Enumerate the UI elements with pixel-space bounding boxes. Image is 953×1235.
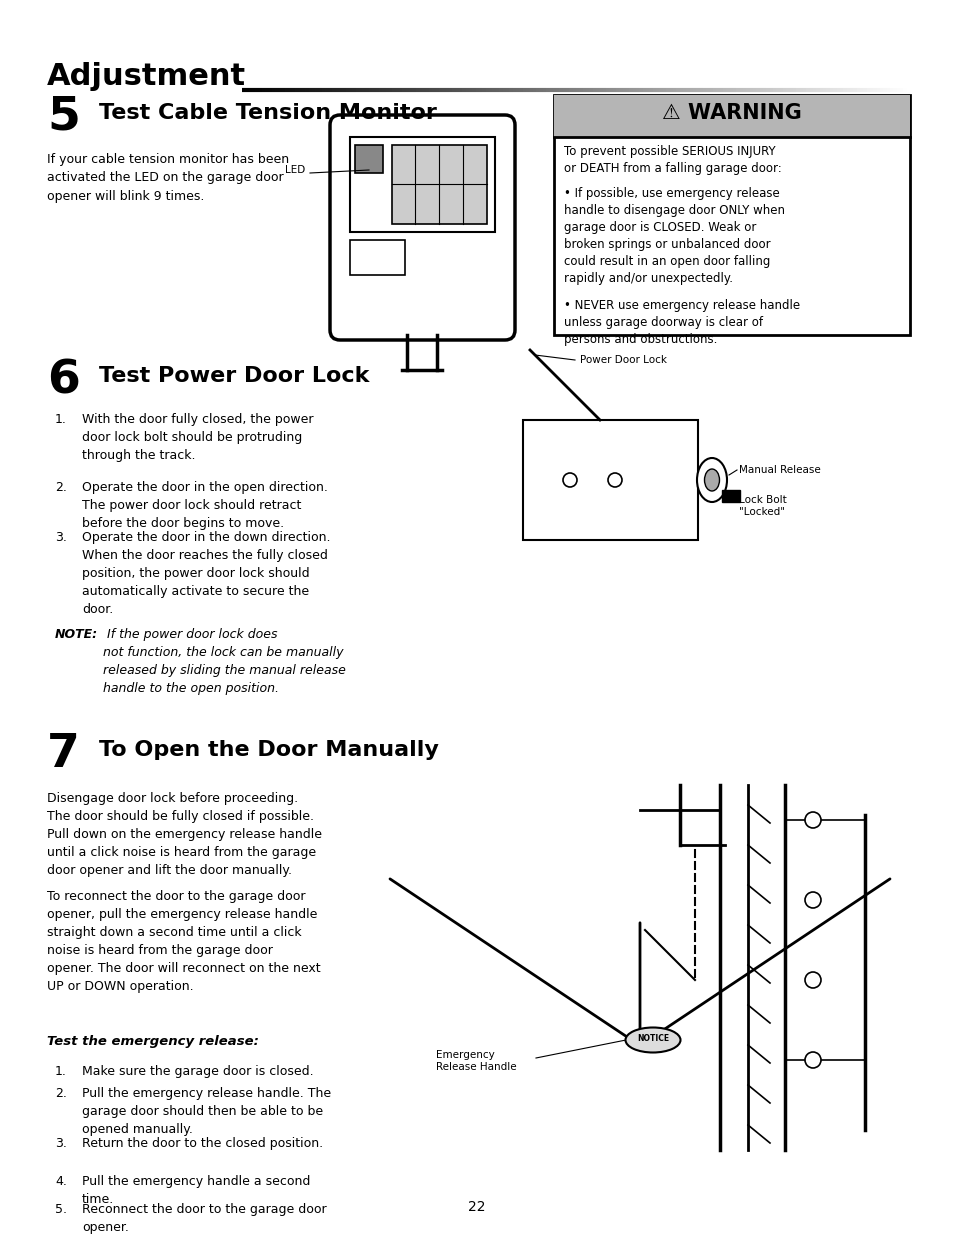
Text: 6: 6 [47, 358, 80, 403]
Text: NOTICE: NOTICE [637, 1034, 668, 1044]
Ellipse shape [625, 1028, 679, 1052]
Text: • NEVER use emergency release handle
unless garage doorway is clear of
persons a: • NEVER use emergency release handle unl… [563, 299, 800, 346]
Bar [554, 95, 909, 137]
Text: Return the door to the closed position.: Return the door to the closed position. [82, 1137, 323, 1150]
Circle shape [562, 473, 577, 487]
Text: To reconnect the door to the garage door
opener, pull the emergency release hand: To reconnect the door to the garage door… [47, 890, 320, 993]
Text: 1.: 1. [55, 1065, 67, 1078]
Text: Disengage door lock before proceeding.
The door should be fully closed if possib: Disengage door lock before proceeding. T… [47, 792, 322, 877]
Text: Pull the emergency release handle. The
garage door should then be able to be
ope: Pull the emergency release handle. The g… [82, 1087, 331, 1136]
Bar [355, 144, 382, 173]
Text: 5: 5 [47, 95, 80, 140]
Text: Manual Release: Manual Release [739, 466, 820, 475]
Text: 4.: 4. [55, 1174, 67, 1188]
Text: Adjustment: Adjustment [47, 62, 246, 91]
Circle shape [804, 1052, 821, 1068]
Text: To Open the Door Manually: To Open the Door Manually [99, 740, 438, 760]
Circle shape [804, 892, 821, 908]
Text: 3.: 3. [55, 531, 67, 543]
Text: If your cable tension monitor has been
activated the LED on the garage door
open: If your cable tension monitor has been a… [47, 153, 289, 203]
Text: With the door fully closed, the power
door lock bolt should be protruding
throug: With the door fully closed, the power do… [82, 412, 314, 462]
Circle shape [607, 473, 621, 487]
Circle shape [804, 811, 821, 827]
Text: LED: LED [285, 165, 305, 175]
Text: 22: 22 [468, 1200, 485, 1214]
Text: NOTE:: NOTE: [55, 629, 98, 641]
Text: 3.: 3. [55, 1137, 67, 1150]
Text: 7: 7 [47, 732, 80, 777]
Text: If the power door lock does
not function, the lock can be manually
released by s: If the power door lock does not function… [103, 629, 346, 695]
Text: Test Power Door Lock: Test Power Door Lock [99, 366, 369, 387]
Text: 2.: 2. [55, 480, 67, 494]
Text: Pull the emergency handle a second
time.: Pull the emergency handle a second time. [82, 1174, 310, 1207]
Bar [721, 490, 740, 501]
Text: 2.: 2. [55, 1087, 67, 1100]
Text: ⚠ WARNING: ⚠ WARNING [661, 103, 801, 124]
Text: Operate the door in the down direction.
When the door reaches the fully closed
p: Operate the door in the down direction. … [82, 531, 330, 616]
Text: Operate the door in the open direction.
The power door lock should retract
befor: Operate the door in the open direction. … [82, 480, 328, 530]
Text: Power Door Lock: Power Door Lock [579, 354, 666, 366]
Bar [522, 420, 698, 540]
Bar [392, 144, 486, 224]
Text: 1.: 1. [55, 412, 67, 426]
Text: Lock Bolt
"Locked": Lock Bolt "Locked" [739, 495, 786, 517]
Ellipse shape [703, 469, 719, 492]
Text: To prevent possible SERIOUS INJURY
or DEATH from a falling garage door:: To prevent possible SERIOUS INJURY or DE… [563, 144, 781, 175]
Text: Emergency
Release Handle: Emergency Release Handle [436, 1050, 517, 1072]
Text: Make sure the garage door is closed.: Make sure the garage door is closed. [82, 1065, 314, 1078]
Bar [554, 95, 909, 335]
Bar [350, 137, 495, 232]
Bar [350, 240, 405, 275]
Circle shape [804, 972, 821, 988]
Ellipse shape [697, 458, 726, 501]
FancyBboxPatch shape [330, 115, 515, 340]
Text: 5.: 5. [55, 1203, 67, 1216]
Text: Test Cable Tension Monitor: Test Cable Tension Monitor [99, 103, 436, 124]
Text: Reconnect the door to the garage door
opener.: Reconnect the door to the garage door op… [82, 1203, 326, 1234]
Text: Test the emergency release:: Test the emergency release: [47, 1035, 258, 1049]
Text: • If possible, use emergency release
handle to disengage door ONLY when
garage d: • If possible, use emergency release han… [563, 186, 784, 285]
